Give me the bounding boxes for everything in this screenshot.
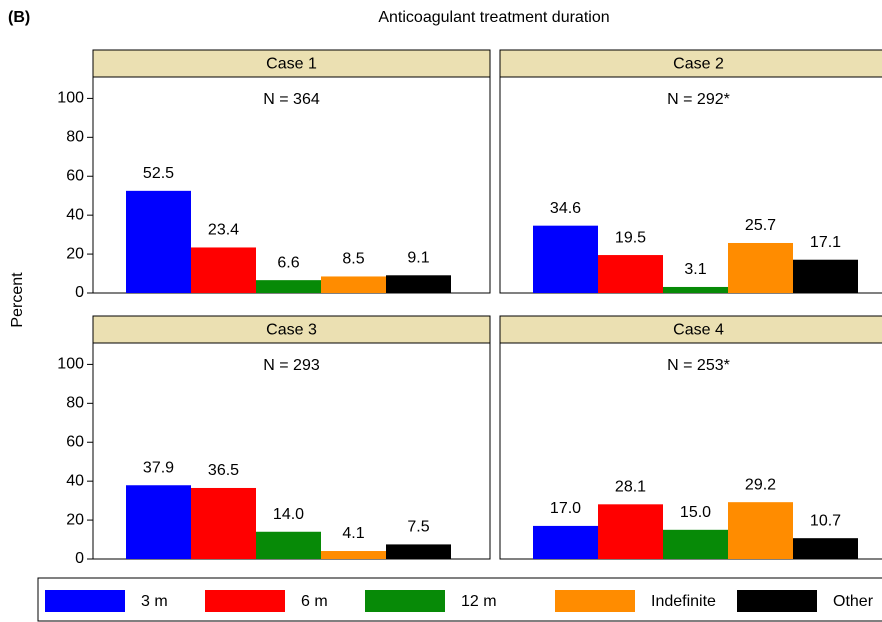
value-label: 34.6 [550,200,581,217]
value-label: 8.5 [342,251,364,268]
value-label: 17.1 [810,234,841,251]
value-label: 4.1 [342,525,364,542]
legend-swatch [365,590,445,612]
bar [728,242,793,293]
bar [256,280,321,293]
bar [598,504,663,559]
bar [793,538,858,559]
figure-label: (B) [8,9,30,26]
bar [191,487,256,559]
bar [728,502,793,559]
panel-title: Case 1 [266,56,317,73]
bar [386,275,451,293]
panel-subtitle: N = 253* [667,357,730,374]
bar [256,531,321,559]
legend-swatch [555,590,635,612]
panel-subtitle: N = 292* [667,91,730,108]
value-label: 52.5 [143,165,174,182]
legend-label: Indefinite [651,593,716,610]
bar [126,485,191,559]
chart-title: Anticoagulant treatment duration [378,9,609,26]
value-label: 28.1 [615,479,646,496]
bar [533,525,598,559]
value-label: 25.7 [745,217,776,234]
y-axis-label: Percent [9,272,26,328]
y-tick-label: 80 [66,129,84,146]
legend-label: 3 m [141,593,168,610]
legend-box [37,577,882,622]
y-tick-label: 40 [66,472,84,489]
value-label: 36.5 [208,462,239,479]
strip [499,315,882,344]
y-tick-label: 40 [66,206,84,223]
bar [533,225,598,293]
value-label: 15.0 [680,504,711,521]
value-label: 23.4 [208,222,239,239]
value-label: 9.1 [407,250,429,267]
panel-subtitle: N = 364 [263,91,320,108]
legend-swatch [205,590,285,612]
bar [663,529,728,559]
value-label: 19.5 [615,229,646,246]
value-label: 14.0 [273,506,304,523]
bar [793,259,858,293]
bar [321,276,386,293]
bar [386,544,451,559]
y-tick-label: 80 [66,395,84,412]
bar [126,190,191,293]
y-tick-label: 20 [66,245,84,262]
bar [321,551,386,559]
panel-title: Case 2 [673,56,724,73]
legend-label: 6 m [301,593,328,610]
bar [598,255,663,293]
bar [191,247,256,293]
y-tick-label: 100 [57,90,84,107]
value-label: 10.7 [810,512,841,529]
value-label: 17.0 [550,500,581,517]
value-label: 3.1 [684,261,706,278]
panel-subtitle: N = 293 [263,357,320,374]
y-tick-label: 0 [75,284,84,301]
y-tick-label: 60 [66,433,84,450]
legend-swatch [737,590,817,612]
bar [663,286,728,293]
y-tick-label: 60 [66,167,84,184]
legend-label: 12 m [461,593,497,610]
value-label: 37.9 [143,459,174,476]
legend-swatch [45,590,125,612]
value-label: 6.6 [277,254,299,271]
panel-title: Case 3 [266,322,317,339]
y-tick-label: 0 [75,550,84,567]
value-label: 7.5 [407,519,429,536]
y-tick-label: 100 [57,356,84,373]
value-label: 29.2 [745,476,776,493]
y-tick-label: 20 [66,511,84,528]
panel-title: Case 4 [673,322,724,339]
legend-label: Other [833,593,874,610]
